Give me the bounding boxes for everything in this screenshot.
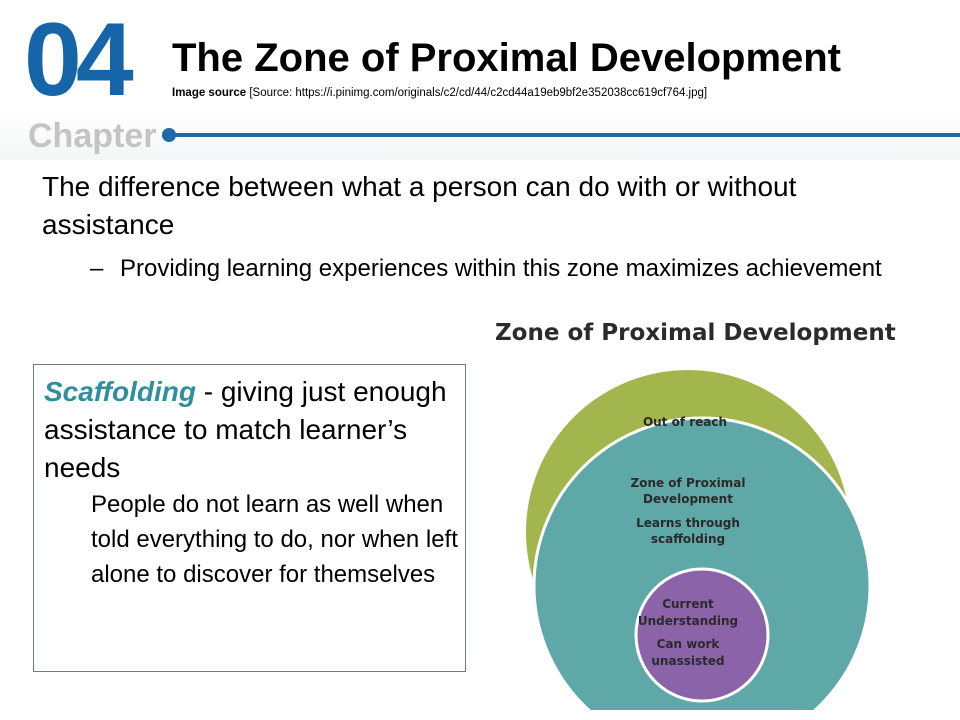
sub-bullet: – Providing learning experiences within … xyxy=(90,252,910,286)
chapter-number: 04 xyxy=(24,2,134,118)
middle-label-line-3: Learns through xyxy=(636,516,740,530)
inner-label-line-1: Current xyxy=(662,597,714,611)
scaffolding-box: Scaffolding - giving just enough assista… xyxy=(33,364,466,672)
image-source-label: Image source xyxy=(172,87,247,99)
title-rule xyxy=(168,133,960,137)
scaffolding-definition: - giving just enough assistance to match… xyxy=(44,376,447,483)
middle-label-line-4: scaffolding xyxy=(651,532,725,546)
diagram-title: Zone of Proximal Development xyxy=(495,320,896,346)
inner-label-line-3: Can work xyxy=(657,637,721,651)
outer-label: Out of reach xyxy=(643,415,727,429)
slide-title: The Zone of Proximal Development xyxy=(172,36,842,80)
image-source: Image source [Source: https://i.pinimg.c… xyxy=(172,86,707,100)
main-bullet-text: The difference between what a person can… xyxy=(42,171,797,240)
sub-bullet-text: Providing learning experiences within th… xyxy=(120,255,882,282)
zpd-diagram: Out of reach Zone of Proximal Developmen… xyxy=(526,370,872,710)
inner-label-line-4: unassisted xyxy=(651,654,724,668)
chapter-label: Chapter xyxy=(28,117,157,155)
sub-bullet-dash: – xyxy=(90,255,104,282)
middle-label-line-1: Zone of Proximal xyxy=(631,476,746,490)
inner-circle xyxy=(634,567,770,703)
image-source-text: [Source: https://i.pinimg.com/originals/… xyxy=(246,87,708,99)
middle-label-line-2: Development xyxy=(643,492,733,506)
scaffolding-detail: People do not learn as well when told ev… xyxy=(91,491,458,588)
scaffolding-term: Scaffolding xyxy=(44,376,196,407)
inner-label-line-2: Understanding xyxy=(638,614,738,628)
middle-circle xyxy=(532,416,872,710)
scaffolding-heading: Scaffolding - giving just enough assista… xyxy=(44,373,454,487)
